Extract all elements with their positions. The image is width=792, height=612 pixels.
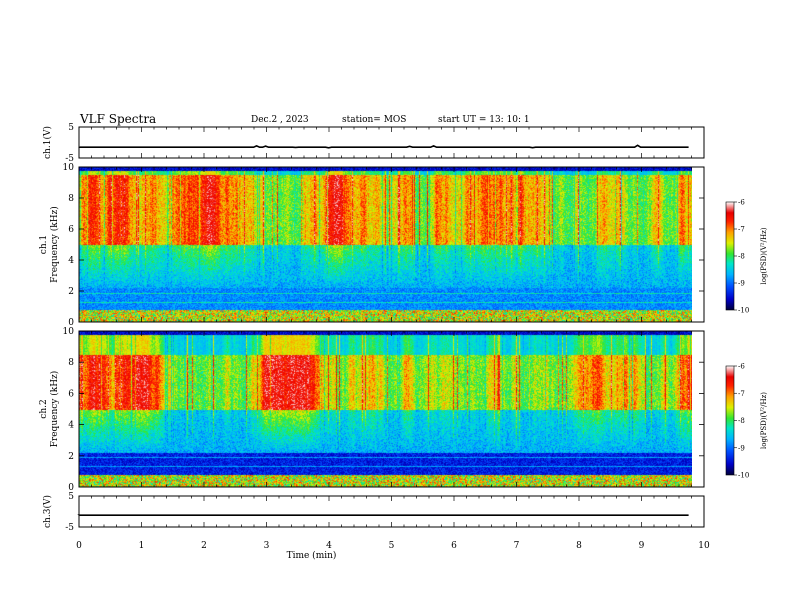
ch2-spectrogram-colorbar-label: log(PSD)(V²/Hz) [760, 392, 768, 449]
y-tick-label: 10 [63, 163, 75, 173]
ch1-voltage-y-ticks: 5 -5 [65, 123, 704, 164]
x-tick-label: 5 [389, 541, 395, 551]
x-tick-label: 1 [139, 541, 145, 551]
y-tick-label: -5 [65, 523, 74, 533]
x-tick-label: 6 [451, 541, 457, 551]
ch2-spectrogram-ylabel: Frequency (kHz) [49, 371, 60, 448]
ch1-spectrogram-y-ticks: 0 2 4 6 8 10 [63, 163, 704, 328]
ch2-spectrogram-colorbar: -6 -7 -8 -9 -10 log(PSD)(V²/Hz) [725, 363, 768, 480]
colorbar-tick-label: -10 [738, 472, 749, 480]
x-tick-label: 9 [639, 541, 645, 551]
y-tick-label: 5 [68, 492, 74, 502]
station-label: station= MOS [342, 115, 407, 125]
date-label: Dec.2 , 2023 [251, 115, 309, 125]
colorbar-tick-label: -6 [738, 199, 745, 207]
x-tick-label: 2 [201, 541, 207, 551]
y-tick-label: 6 [68, 389, 74, 399]
x-axis: 0 1 2 3 4 5 6 7 8 9 10 Time (min) [76, 541, 710, 561]
x-tick-label: 3 [264, 541, 270, 551]
colorbar-tick-label: -9 [738, 280, 745, 288]
x-tick-label: 4 [326, 541, 332, 551]
y-tick-label: 0 [68, 483, 74, 493]
ch1-spectrogram-x-ticks [78, 167, 705, 322]
x-tick-label: 10 [698, 541, 710, 551]
colorbar-tick-label: -9 [738, 444, 745, 452]
colorbar-tick-label: -7 [738, 390, 745, 398]
ch2-spectrogram-heatmap [79, 331, 692, 487]
x-tick-label: 7 [514, 541, 520, 551]
ch1-spectrogram-colorbar-label: log(PSD)(V²/Hz) [760, 227, 768, 284]
ch1-spectrogram-channel-label: ch.1 [39, 235, 49, 254]
y-tick-label: 2 [68, 287, 74, 297]
ch1-spectrogram-ylabel: Frequency (kHz) [49, 206, 60, 283]
ch3-voltage-x-ticks [78, 496, 705, 527]
ch1-spectrogram-panel: ch.1 Frequency (kHz) -6 -7 -8 -9 -10 log(PSD)(V… [39, 166, 768, 323]
y-tick-label: 10 [63, 327, 75, 337]
ch1-voltage-ylabel: ch.1(V) [42, 126, 53, 159]
colorbar-tick-label: -6 [738, 363, 745, 371]
ch1-spectrogram-heatmap [79, 167, 692, 322]
colorbar-tick-label: -8 [738, 253, 745, 261]
chart-title: VLF Spectra [80, 112, 157, 126]
y-tick-label: 4 [68, 256, 74, 266]
y-tick-label: 2 [68, 452, 74, 462]
ch1-spectrogram-colorbar: -6 -7 -8 -9 -10 log(PSD)(V²/Hz) [725, 199, 768, 315]
ch3-voltage-y-ticks: 5 -5 [65, 492, 704, 533]
y-tick-label: 8 [68, 358, 74, 368]
y-tick-label: 5 [68, 123, 74, 133]
x-tick-label: 8 [576, 541, 582, 551]
ch1-voltage-x-ticks [78, 127, 705, 158]
ch3-voltage-ylabel: ch.3(V) [42, 495, 53, 528]
ch2-spectrogram-panel: ch.2 Frequency (kHz) -6 -7 -8 -9 -10 log(PSD)(V… [39, 330, 768, 488]
colorbar-tick-label: -7 [738, 226, 745, 234]
x-axis-label: Time (min) [287, 550, 337, 561]
y-tick-label: -5 [65, 154, 74, 164]
y-tick-label: 8 [68, 194, 74, 204]
x-tick-label: 0 [76, 541, 82, 551]
ch1-voltage-trace [78, 144, 689, 149]
colorbar-tick-label: -8 [738, 417, 745, 425]
ch2-spectrogram-y-ticks: 0 2 4 6 8 10 [63, 327, 704, 493]
y-tick-label: 0 [68, 318, 74, 328]
y-tick-label: 6 [68, 225, 74, 235]
start-time-label: start UT = 13: 10: 1 [438, 115, 530, 125]
colorbar-tick-label: -10 [738, 307, 749, 315]
y-tick-label: 4 [68, 421, 74, 431]
ch2-spectrogram-channel-label: ch.2 [39, 399, 49, 418]
ch2-spectrogram-x-ticks [78, 331, 705, 487]
